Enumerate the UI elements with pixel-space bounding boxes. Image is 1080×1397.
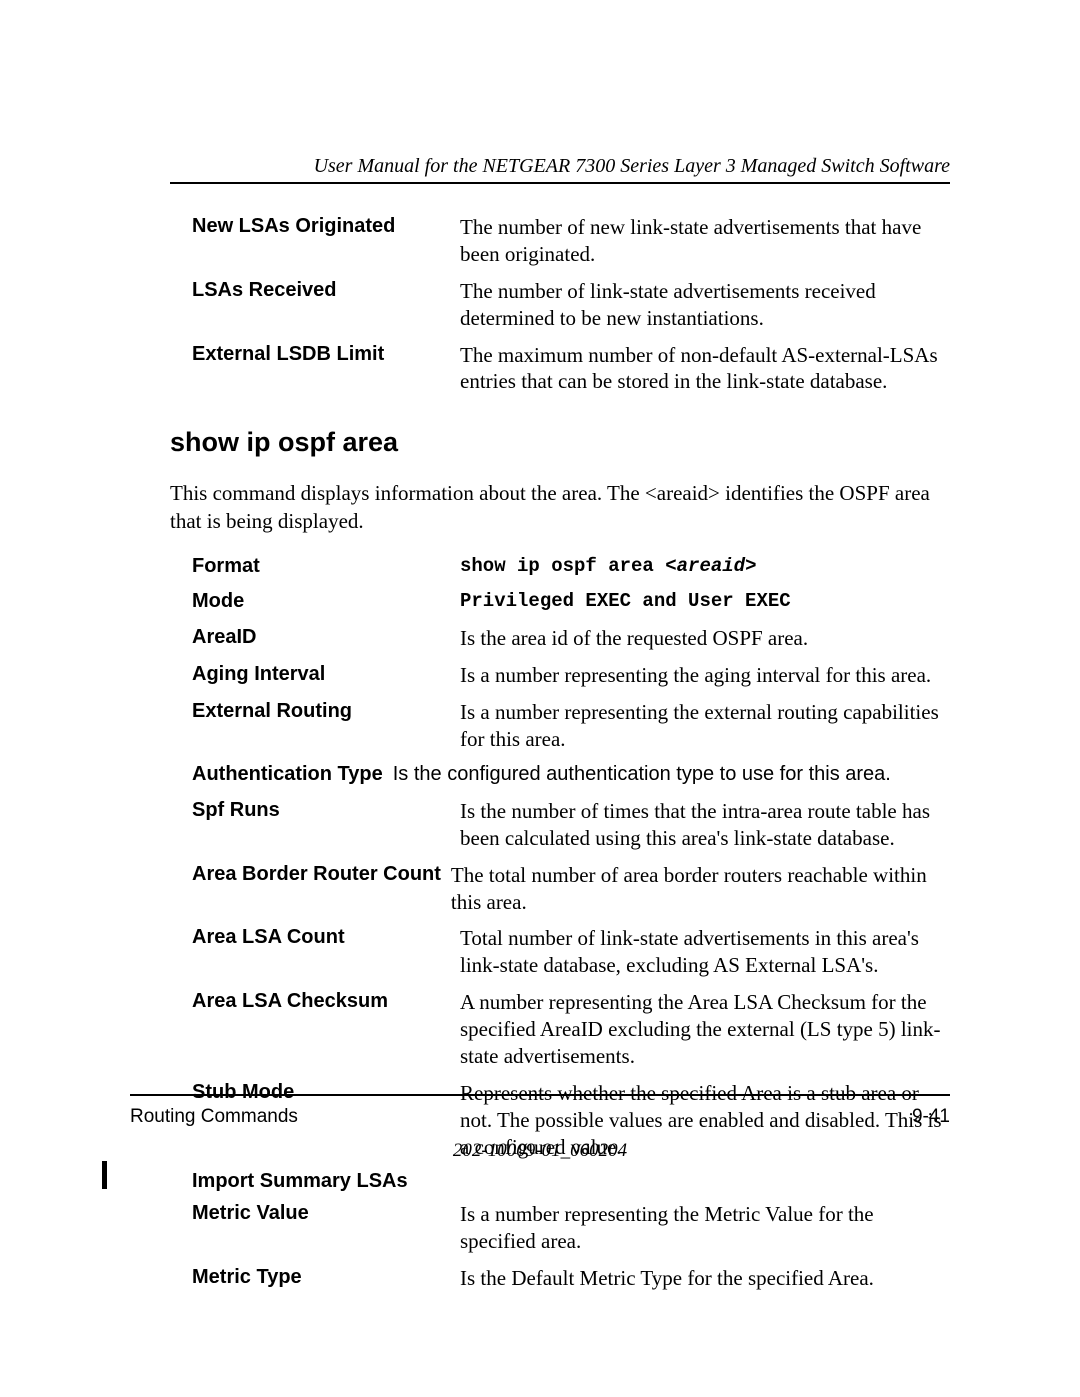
def-term: Area LSA Count (192, 925, 460, 951)
def-row: AreaID Is the area id of the requested O… (192, 625, 950, 652)
def-term: External Routing (192, 699, 460, 725)
def-desc: The total number of area border routers … (451, 862, 950, 916)
footer-line: Routing Commands 9-41 (130, 1106, 950, 1128)
section-intro: This command displays information about … (170, 480, 950, 535)
footer-page-number: 9-41 (912, 1106, 950, 1128)
def-row: Authentication Type Is the configured au… (192, 762, 950, 788)
def-term: Mode (192, 589, 460, 615)
footer-rule (130, 1094, 950, 1096)
page: User Manual for the NETGEAR 7300 Series … (0, 0, 1080, 1397)
def-desc: Is the configured authentication type to… (393, 762, 950, 788)
def-desc: Is a number representing the external ro… (460, 699, 950, 753)
def-term: Area Border Router Count (192, 862, 451, 888)
def-term: Spf Runs (192, 798, 460, 824)
def-desc: Is the Default Metric Type for the speci… (460, 1265, 950, 1292)
footer-doc-id: 202-10009-01_060204 (130, 1140, 950, 1162)
def-desc: show ip ospf area <areaid> (460, 554, 950, 578)
page-footer: Routing Commands 9-41 202-10009-01_06020… (130, 1094, 950, 1162)
def-term: Format (192, 554, 460, 580)
def-desc: Is a number representing the Metric Valu… (460, 1201, 950, 1255)
top-definitions: New LSAs Originated The number of new li… (192, 214, 950, 395)
def-row: External LSDB Limit The maximum number o… (192, 342, 950, 396)
def-row: New LSAs Originated The number of new li… (192, 214, 950, 268)
def-desc: The number of link-state advertisements … (460, 278, 950, 332)
def-row: External Routing Is a number representin… (192, 699, 950, 753)
def-term: Metric Type (192, 1265, 460, 1291)
def-desc: A number representing the Area LSA Check… (460, 989, 950, 1070)
footer-chapter: Routing Commands (130, 1106, 298, 1128)
def-desc: Is a number representing the aging inter… (460, 662, 950, 689)
def-row: Aging Interval Is a number representing … (192, 662, 950, 689)
def-term: Aging Interval (192, 662, 460, 688)
def-row: Area LSA Count Total number of link-stat… (192, 925, 950, 979)
def-term: AreaID (192, 625, 460, 651)
def-desc: The number of new link-state advertiseme… (460, 214, 950, 268)
change-bar (102, 1161, 107, 1189)
def-term-only: Import Summary LSAs (192, 1170, 950, 1193)
def-row: Metric Type Is the Default Metric Type f… (192, 1265, 950, 1292)
def-term: Area LSA Checksum (192, 989, 460, 1015)
def-term: Metric Value (192, 1201, 460, 1227)
def-term: LSAs Received (192, 278, 460, 304)
section-heading: show ip ospf area (170, 427, 950, 458)
def-row: Metric Value Is a number representing th… (192, 1201, 950, 1255)
def-desc: Privileged EXEC and User EXEC (460, 589, 950, 613)
def-desc: Total number of link-state advertisement… (460, 925, 950, 979)
def-term: New LSAs Originated (192, 214, 460, 240)
def-row: Area LSA Checksum A number representing … (192, 989, 950, 1070)
header-rule (170, 182, 950, 184)
def-desc: Is the area id of the requested OSPF are… (460, 625, 950, 652)
def-row: Spf Runs Is the number of times that the… (192, 798, 950, 852)
command-definitions: Format show ip ospf area <areaid> Mode P… (192, 554, 950, 1292)
def-row: LSAs Received The number of link-state a… (192, 278, 950, 332)
def-row: Format show ip ospf area <areaid> (192, 554, 950, 580)
def-term: Authentication Type (192, 762, 393, 788)
def-desc: Is the number of times that the intra-ar… (460, 798, 950, 852)
def-row: Area Border Router Count The total numbe… (192, 862, 950, 916)
running-header: User Manual for the NETGEAR 7300 Series … (170, 155, 950, 178)
def-desc: The maximum number of non-default AS-ext… (460, 342, 950, 396)
def-term: External LSDB Limit (192, 342, 460, 368)
def-row: Mode Privileged EXEC and User EXEC (192, 589, 950, 615)
